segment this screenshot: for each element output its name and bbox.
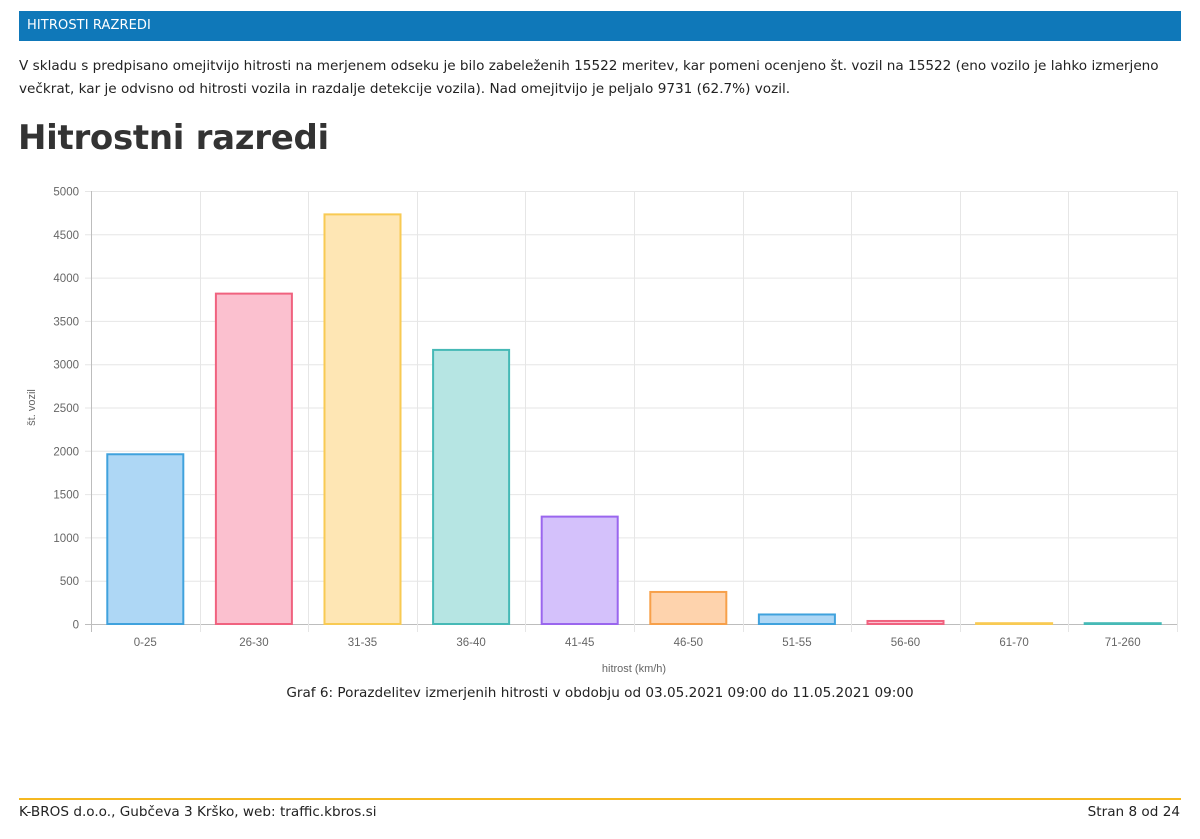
y-tick-label: 4500 bbox=[53, 230, 79, 242]
y-tick-label: 1000 bbox=[53, 533, 79, 545]
x-tick-label: 46-50 bbox=[674, 637, 703, 649]
x-tick-label: 71-260 bbox=[1105, 637, 1141, 649]
y-tick-label: 5000 bbox=[53, 187, 79, 199]
chart-caption: Graf 6: Porazdelitev izmerjenih hitrosti… bbox=[286, 685, 914, 701]
chart-bars bbox=[106, 213, 1162, 626]
y-tick-label: 3000 bbox=[53, 360, 79, 372]
y-tick-label: 4000 bbox=[53, 273, 79, 285]
section-header: HITROSTI RAZREDI bbox=[19, 11, 1181, 41]
y-tick-label: 2500 bbox=[53, 403, 79, 415]
x-tick-label: 51-55 bbox=[782, 637, 811, 649]
x-tick-label: 41-45 bbox=[565, 637, 594, 649]
bar-0-25 bbox=[106, 453, 185, 625]
bar-71-260 bbox=[1083, 622, 1162, 626]
bar-31-35 bbox=[323, 213, 402, 626]
bar-41-45 bbox=[540, 515, 619, 625]
bar-56-60 bbox=[866, 619, 945, 625]
bar-61-70 bbox=[975, 622, 1054, 626]
bar-26-30 bbox=[214, 292, 293, 625]
footer-company-info: K-BROS d.o.o., Gubčeva 3 Krško, web: tra… bbox=[19, 804, 377, 820]
x-tick-label: 0-25 bbox=[134, 637, 157, 649]
bar-46-50 bbox=[649, 590, 728, 626]
bar-51-55 bbox=[757, 613, 836, 625]
y-axis-ticks: 0 500 1000 1500 2000 2500 3000 3500 4000 4500 5000 bbox=[53, 187, 79, 632]
y-axis-title: št. vozil bbox=[26, 389, 38, 426]
x-tick-label: 61-70 bbox=[999, 637, 1028, 649]
page-heading: Hitrostni razredi bbox=[18, 118, 329, 158]
footer-page-number: Stran 8 od 24 bbox=[1087, 804, 1180, 820]
y-tick-label: 2000 bbox=[53, 446, 79, 458]
x-axis-ticks: 0-25 26-30 31-35 36-40 41-45 46-50 51-55 56-60 6… bbox=[134, 637, 1141, 649]
x-tick-label: 26-30 bbox=[239, 637, 268, 649]
x-tick-label: 31-35 bbox=[348, 637, 377, 649]
speed-class-bar-chart: 0 500 1000 1500 2000 2500 3000 3500 4000 4500 5000… bbox=[26, 187, 1178, 675]
y-tick-label: 0 bbox=[73, 620, 79, 632]
bar-36-40 bbox=[432, 348, 511, 625]
y-tick-label: 3500 bbox=[53, 316, 79, 328]
footer-divider bbox=[19, 798, 1181, 800]
x-axis-title: hitrost (km/h) bbox=[602, 663, 666, 675]
x-tick-label: 36-40 bbox=[456, 637, 485, 649]
intro-paragraph: V skladu s predpisano omejitvijo hitrost… bbox=[19, 58, 1159, 97]
y-tick-label: 1500 bbox=[53, 490, 79, 502]
y-tick-label: 500 bbox=[60, 576, 79, 588]
x-tick-label: 56-60 bbox=[891, 637, 920, 649]
